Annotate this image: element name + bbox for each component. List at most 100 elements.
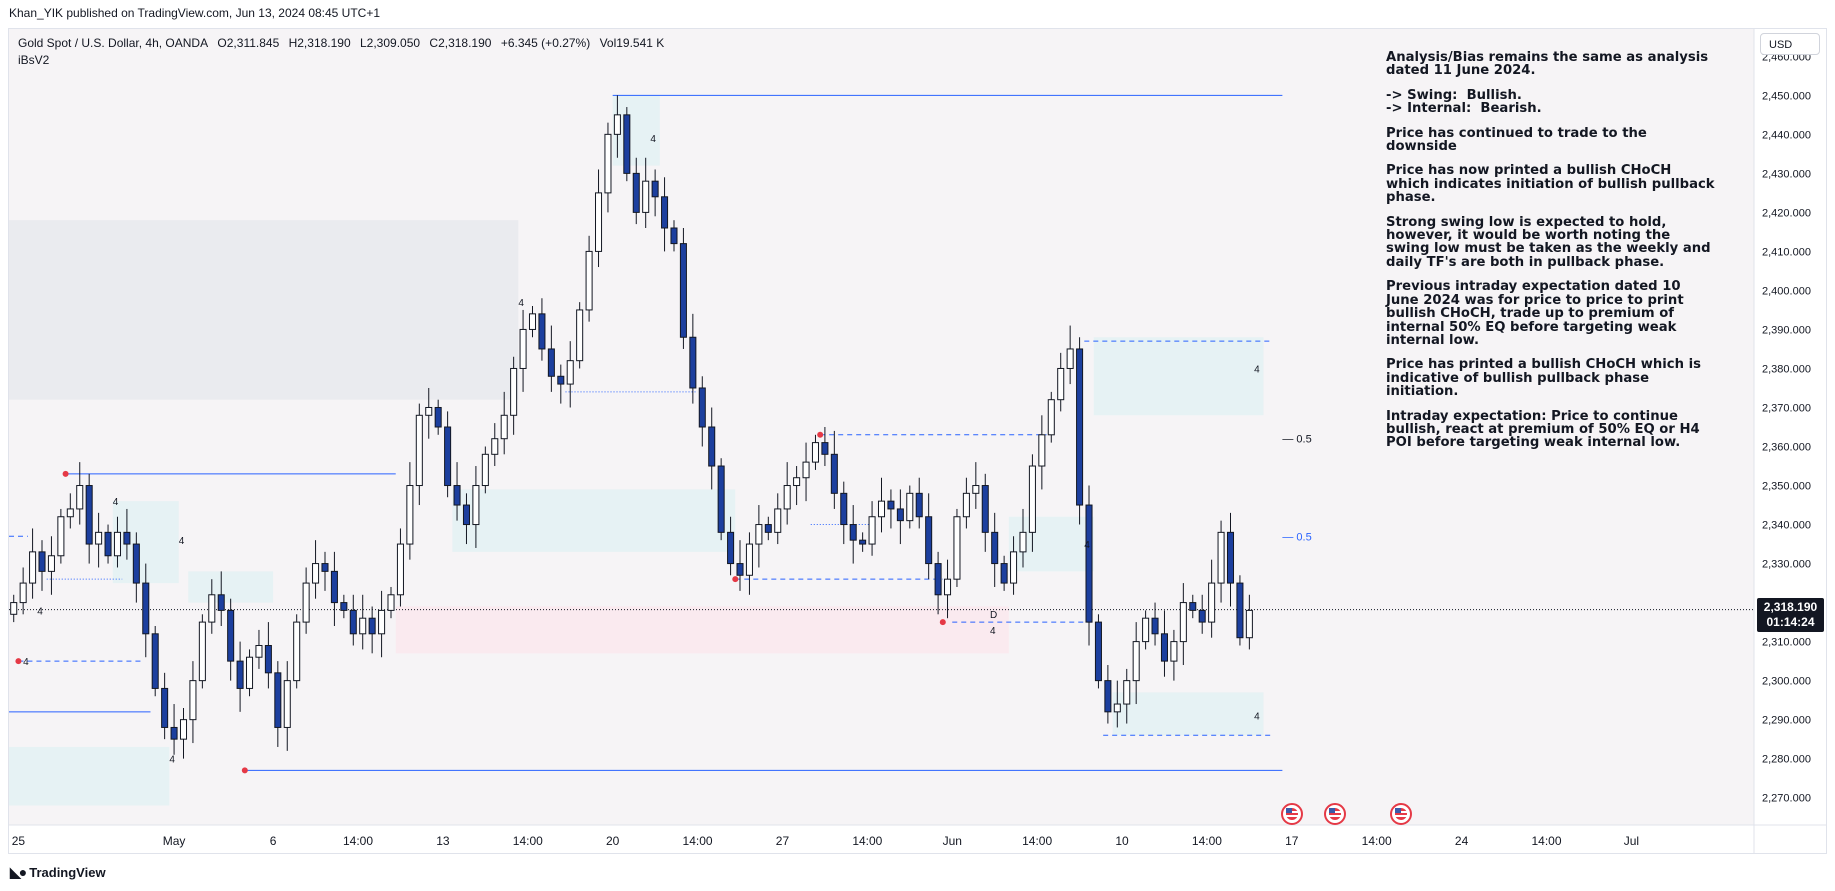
candle-down: [161, 687, 169, 728]
eq-label: — 0.5: [1282, 531, 1311, 543]
zone-tag-label: 4: [37, 606, 43, 617]
time-tick-label: 14:00: [1531, 834, 1561, 848]
candle-up: [179, 719, 188, 740]
candle-up: [745, 543, 753, 576]
publish-bar: Khan_YIK published on TradingView.com, J…: [9, 6, 381, 20]
tradingview-logo[interactable]: ◣● TradingView: [10, 864, 106, 881]
legend-ohlc-row: Gold Spot / U.S. Dollar, 4h, OANDA O2,31…: [18, 35, 670, 52]
candle-up: [972, 485, 980, 494]
time-tick-label: Jun: [943, 834, 962, 848]
candle-down: [1094, 621, 1102, 682]
candle-down: [330, 570, 338, 604]
note-paragraph: Analysis/Bias remains the same as analys…: [1386, 50, 1713, 79]
chart-legend[interactable]: Gold Spot / U.S. Dollar, 4h, OANDA O2,31…: [18, 35, 670, 69]
candle-up: [953, 516, 961, 580]
price-tick-label: 2,420.000: [1762, 207, 1811, 219]
price-tick-label: 2,390.000: [1762, 324, 1811, 336]
legend-indicator[interactable]: iBsV2: [18, 53, 50, 67]
candle-down: [142, 582, 150, 635]
candle-down: [1160, 633, 1168, 662]
candle-layer: [10, 95, 1253, 759]
candle-down: [821, 442, 829, 455]
candle-down: [151, 633, 159, 689]
candle-up: [1170, 641, 1178, 662]
zone-tag-label: 4: [518, 298, 524, 309]
candle-down: [651, 180, 659, 198]
candle-up: [783, 485, 791, 510]
candle-down: [434, 406, 442, 428]
pivot-marker: [62, 470, 69, 477]
candle-down: [104, 531, 112, 557]
pivot-marker: [732, 576, 739, 583]
candle-down: [981, 485, 989, 533]
candle-down: [896, 508, 904, 522]
candle-up: [208, 594, 216, 623]
tradingview-logo-icon: ◣●: [10, 864, 27, 880]
candle-down: [859, 539, 867, 545]
candle-down: [1104, 680, 1112, 713]
candle-up: [519, 328, 527, 369]
zone-demand-8: [1112, 692, 1264, 736]
zone-supply-grey: [9, 220, 519, 400]
zone-tag-label: 4: [1254, 364, 1260, 375]
candle-down: [934, 563, 942, 596]
note-paragraph: Price has printed a bullish CHoCH which …: [1386, 357, 1706, 400]
zone-tag-label: 4: [1084, 540, 1090, 551]
candle-down: [274, 672, 282, 728]
candle-up: [302, 582, 310, 623]
candle-up: [1142, 617, 1150, 643]
time-tick-label: 20: [606, 834, 620, 848]
candle-up: [793, 477, 801, 487]
candle-down: [368, 617, 376, 635]
bar-countdown: 01:14:24: [1766, 615, 1815, 629]
zone-layer: [9, 95, 1264, 806]
price-tick-label: 2,440.000: [1762, 129, 1811, 141]
candle-down: [708, 426, 716, 467]
candle-up: [613, 114, 621, 135]
price-tick-label: 2,350.000: [1762, 481, 1811, 493]
candle-down: [557, 375, 565, 385]
price-axis: 2,270.000 2,280.000 2,290.000 2,300.000 2,31…: [1762, 51, 1811, 804]
candle-up: [755, 524, 763, 545]
candle-up: [57, 516, 65, 557]
candle-down: [340, 602, 348, 611]
candle-down: [444, 426, 452, 487]
candle-down: [689, 336, 697, 389]
candle-up: [1019, 531, 1027, 553]
candle-down: [887, 500, 895, 510]
price-tick-label: 2,270.000: [1762, 793, 1811, 805]
candle-down: [38, 551, 46, 572]
price-tick-label: 2,280.000: [1762, 754, 1811, 766]
candle-up: [1028, 465, 1036, 533]
candle-down: [915, 492, 923, 518]
candle-down: [1189, 602, 1197, 611]
time-tick-label: 25: [12, 834, 26, 848]
candle-up: [29, 551, 37, 584]
price-tick-label: 2,450.000: [1762, 90, 1811, 102]
current-price-label: 2,318.190 01:14:24: [1757, 598, 1824, 632]
candle-up: [425, 406, 433, 416]
candle-down: [1236, 582, 1244, 639]
candle-down: [1226, 531, 1235, 584]
candle-up: [802, 461, 810, 479]
candle-up: [1123, 680, 1131, 705]
candle-down: [453, 485, 461, 506]
zone-tag-label: 4: [179, 536, 185, 547]
zone-tag-label: 4: [1254, 712, 1260, 723]
us-flag-event-icon: [1390, 803, 1412, 825]
legend-high: H2,318.190: [288, 36, 351, 50]
time-tick-label: 24: [1455, 834, 1469, 848]
candle-down: [1198, 609, 1206, 623]
candle-up: [47, 555, 55, 572]
brand-name: TradingView: [29, 865, 106, 880]
candle-up: [595, 192, 603, 252]
time-tick-label: 14:00: [343, 834, 373, 848]
candle-down: [849, 524, 857, 541]
price-tick-label: 2,400.000: [1762, 285, 1811, 297]
candle-down: [85, 485, 93, 545]
currency-button[interactable]: USD: [1760, 33, 1820, 55]
candle-up: [1113, 703, 1121, 713]
candle-up: [528, 313, 537, 330]
candle-up: [19, 582, 27, 604]
